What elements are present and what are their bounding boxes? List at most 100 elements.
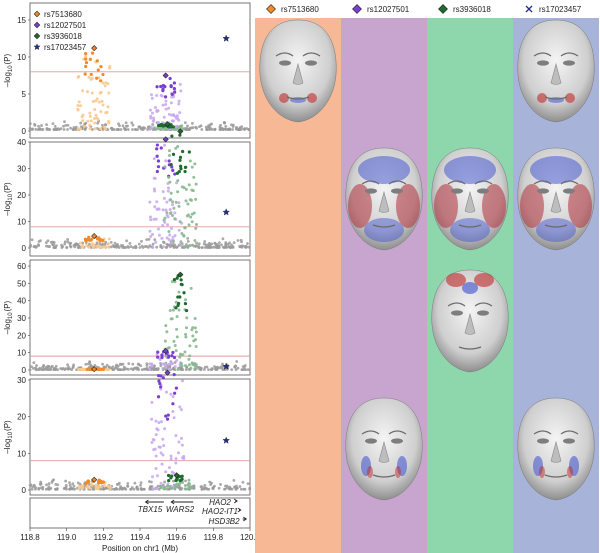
snp-point (112, 368, 116, 372)
snp-point (103, 242, 107, 246)
lead-snp-marker (177, 271, 184, 278)
snp-point (167, 362, 171, 366)
snp-point (184, 128, 188, 131)
snp-point (173, 364, 177, 368)
snp-point (149, 218, 153, 222)
y-axis-label-part: –log (3, 201, 12, 216)
face-brow (560, 430, 579, 435)
heat-region (539, 466, 545, 478)
y-tick-label: 20 (17, 191, 26, 200)
snp-point (204, 486, 208, 490)
y-axis-label-part: 10 (8, 431, 14, 438)
snp-point (84, 60, 89, 65)
snp-point (33, 122, 36, 126)
snp-point (200, 487, 204, 491)
snp-point (32, 361, 36, 365)
snp-point (126, 484, 129, 488)
snp-point (113, 241, 117, 245)
snp-point (160, 122, 164, 127)
snp-point (145, 245, 148, 248)
snp-point (170, 486, 174, 490)
snp-point (105, 363, 109, 367)
snp-point (157, 123, 161, 128)
snp-point (84, 57, 88, 61)
snp-point (85, 90, 89, 94)
snp-point (162, 115, 166, 119)
lead-snp-marker (162, 72, 169, 79)
heat-region (307, 93, 317, 103)
snp-point (148, 200, 152, 204)
y-tick-label: 40 (17, 138, 26, 147)
snp-point (246, 482, 250, 486)
snp-point (30, 365, 33, 369)
gene-label: HSD3B2 (208, 517, 240, 526)
snp-point (28, 128, 32, 131)
snp-point (79, 121, 83, 125)
snp-point (178, 355, 182, 359)
snp-point (134, 246, 138, 249)
snp-point (167, 112, 171, 116)
snp-point (174, 349, 178, 353)
snp-point (164, 414, 168, 418)
snp-point (218, 366, 222, 370)
snp-point (247, 128, 251, 131)
snp-point (194, 125, 198, 129)
face-brow (447, 180, 466, 185)
y-tick-label: 0 (22, 244, 27, 253)
snp-point (90, 51, 95, 55)
snp-point (216, 367, 219, 371)
snp-point (165, 200, 169, 204)
snp-point (82, 124, 86, 128)
snp-point (107, 119, 111, 123)
snp-point (148, 362, 152, 366)
snp-point (148, 215, 152, 219)
heat-region (537, 93, 547, 103)
snp-point (175, 171, 179, 175)
snp-point (159, 385, 163, 389)
snp-point (161, 245, 165, 249)
legend: rs7513680 rs12027501 rs3936018 rs17023457 (33, 10, 87, 52)
snp-point (199, 485, 203, 489)
snp-point (44, 241, 48, 245)
snp-point (228, 127, 232, 131)
snp-point (186, 236, 190, 240)
snp-point (95, 97, 99, 101)
snp-point (221, 368, 225, 372)
y-tick-label: 0 (22, 127, 27, 136)
star-icon (33, 43, 41, 51)
snp-point (76, 107, 80, 111)
x-tick-label: 120.0 (240, 533, 261, 542)
snp-point (173, 361, 177, 364)
y-tick-label: 60 (17, 262, 26, 271)
snp-point (185, 214, 189, 218)
snp-point (169, 454, 173, 458)
snp-point (245, 242, 249, 245)
manhattan-panel-1: 051015–log10(P)rs7513680rs12027501rs3936… (3, 2, 251, 139)
snp-point (184, 187, 188, 191)
snp-point (156, 428, 160, 432)
snp-point (38, 366, 42, 370)
snp-point (131, 128, 134, 131)
column-header-label: rs12027501 (367, 5, 410, 14)
snp-point (145, 362, 149, 366)
snp-point (178, 478, 182, 483)
snp-point (72, 484, 76, 488)
snp-point (167, 154, 171, 158)
snp-point (87, 235, 91, 239)
snp-point (138, 246, 142, 249)
snp-point (219, 123, 222, 127)
snp-point (173, 172, 177, 176)
snp-point (155, 94, 159, 98)
snp-point (169, 392, 173, 396)
snp-point (164, 208, 168, 212)
snp-point (210, 122, 213, 126)
snp-point (187, 150, 191, 154)
snp-point (35, 364, 38, 367)
y-axis-label: –log10(P) (3, 300, 14, 334)
snp-point (164, 487, 168, 491)
y-tick-label: 0 (22, 366, 27, 375)
snp-point (78, 127, 82, 131)
snp-point (97, 481, 101, 485)
snp-point (176, 295, 180, 299)
snp-point (177, 102, 181, 106)
